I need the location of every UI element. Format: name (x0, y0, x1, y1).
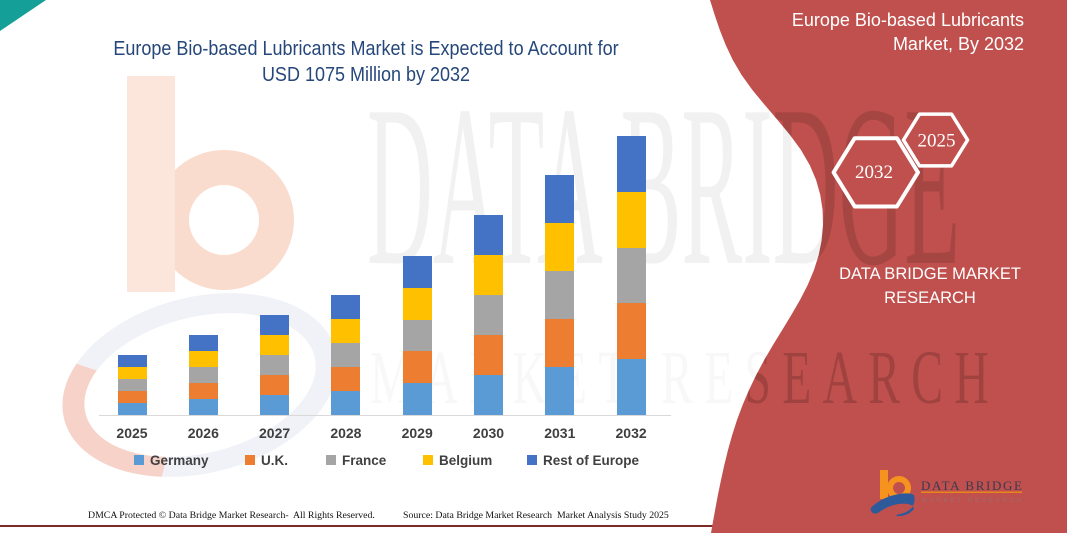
svg-text:MARKET RESEARCH: MARKET RESEARCH (922, 497, 1022, 504)
svg-text:2032: 2032 (855, 162, 893, 183)
svg-text:2025: 2025 (918, 131, 956, 152)
svg-text:DATA BRIDGE: DATA BRIDGE (921, 478, 1022, 493)
